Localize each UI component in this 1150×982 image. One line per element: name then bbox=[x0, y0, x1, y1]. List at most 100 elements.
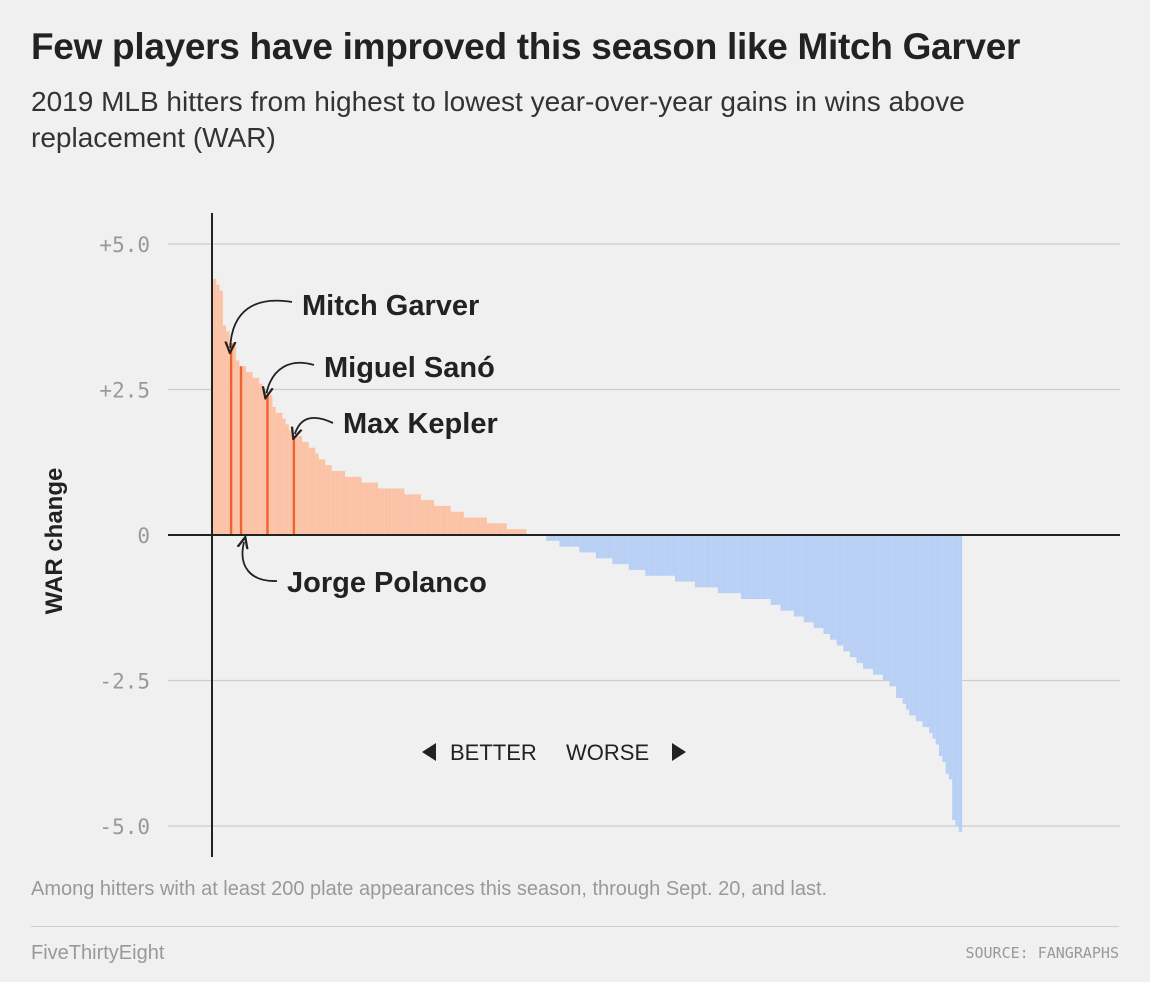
bar-worse bbox=[622, 535, 626, 565]
bar-worse bbox=[820, 535, 824, 629]
bar-worse bbox=[879, 535, 883, 675]
bar-worse bbox=[569, 535, 573, 547]
bar-worse bbox=[731, 535, 735, 594]
worse-label: WORSE bbox=[566, 740, 649, 765]
bar-better bbox=[219, 290, 223, 535]
bar-worse bbox=[942, 535, 946, 762]
bar-worse bbox=[615, 535, 619, 565]
bar-worse bbox=[582, 535, 586, 553]
bar-worse bbox=[856, 535, 860, 664]
bar-better bbox=[387, 488, 392, 535]
bar-better bbox=[308, 447, 312, 535]
bar-better bbox=[246, 372, 250, 535]
bar-worse bbox=[747, 535, 751, 600]
bar-worse bbox=[602, 535, 606, 559]
bar-better bbox=[384, 488, 388, 535]
bar-worse bbox=[787, 535, 791, 611]
bar-better bbox=[391, 488, 395, 535]
bar-worse bbox=[925, 535, 930, 728]
bar-better bbox=[305, 441, 309, 535]
bar-worse bbox=[919, 535, 923, 722]
bar-better bbox=[467, 517, 471, 535]
bar-worse bbox=[678, 535, 682, 582]
bar-worse bbox=[579, 535, 583, 553]
bar-worse bbox=[737, 535, 741, 594]
axes bbox=[168, 213, 1120, 857]
y-tick-label: 0 bbox=[137, 524, 150, 548]
bar-worse bbox=[701, 535, 705, 588]
bar-better bbox=[331, 470, 336, 535]
y-tick-label: +2.5 bbox=[99, 379, 150, 403]
bar-worse bbox=[708, 535, 712, 588]
left-triangle-icon bbox=[422, 743, 436, 761]
annotation-label: Jorge Polanco bbox=[287, 567, 487, 599]
bar-worse bbox=[572, 535, 576, 547]
highlight-bar bbox=[266, 395, 269, 535]
bar-better bbox=[480, 517, 484, 535]
bar-worse bbox=[929, 535, 933, 733]
bar-better bbox=[394, 488, 398, 535]
bar-better bbox=[252, 377, 256, 535]
bar-better bbox=[434, 505, 438, 535]
bar-better bbox=[411, 494, 415, 535]
bar-worse bbox=[618, 535, 623, 565]
bar-worse bbox=[625, 535, 629, 565]
better-label: BETTER bbox=[450, 740, 537, 765]
bar-worse bbox=[675, 535, 679, 582]
bar-better bbox=[378, 488, 382, 535]
bar-worse bbox=[605, 535, 609, 559]
annotation-arrow bbox=[243, 542, 278, 582]
bar-better bbox=[404, 494, 408, 535]
bar-worse bbox=[912, 535, 916, 716]
bar-worse bbox=[698, 535, 702, 588]
bar-worse bbox=[816, 535, 821, 629]
bar-better bbox=[312, 447, 316, 535]
y-tick-label: -5.0 bbox=[99, 815, 150, 839]
bar-worse bbox=[863, 535, 867, 669]
bar-worse bbox=[599, 535, 603, 559]
bar-better bbox=[473, 517, 477, 535]
bar-better bbox=[345, 476, 349, 535]
bar-worse bbox=[562, 535, 567, 547]
bar-better bbox=[493, 523, 497, 535]
bar-worse bbox=[896, 535, 900, 698]
bar-worse bbox=[849, 535, 854, 658]
bar-worse bbox=[889, 535, 893, 687]
bar-better bbox=[523, 529, 527, 535]
y-tick-label: -2.5 bbox=[99, 670, 150, 694]
bar-worse bbox=[826, 535, 831, 634]
bar-worse bbox=[846, 535, 850, 652]
bar-worse bbox=[559, 535, 563, 547]
bar-worse bbox=[651, 535, 656, 576]
bar-better bbox=[216, 284, 220, 535]
bar-better bbox=[407, 494, 411, 535]
y-axis-label: WAR change bbox=[41, 468, 68, 615]
bar-better bbox=[262, 389, 266, 535]
bar-better bbox=[503, 523, 507, 535]
bar-worse bbox=[790, 535, 794, 611]
bar-worse bbox=[869, 535, 873, 669]
bar-better bbox=[444, 505, 448, 535]
bar-worse bbox=[681, 535, 685, 582]
bar-worse bbox=[632, 535, 636, 570]
bar-worse bbox=[668, 535, 672, 576]
bar-worse bbox=[793, 535, 798, 617]
bar-worse bbox=[886, 535, 890, 681]
bar-better bbox=[318, 459, 322, 535]
bar-better bbox=[259, 383, 263, 535]
bar-worse bbox=[727, 535, 732, 594]
bar-worse bbox=[800, 535, 804, 617]
right-triangle-icon bbox=[672, 743, 686, 761]
bar-better bbox=[440, 505, 444, 535]
bar-better bbox=[437, 505, 441, 535]
bar-worse bbox=[671, 535, 675, 576]
bar-worse bbox=[764, 535, 768, 600]
bar-worse bbox=[797, 535, 801, 617]
bar-worse bbox=[665, 535, 669, 576]
bar-worse bbox=[546, 535, 550, 541]
bar-better bbox=[351, 476, 355, 535]
bar-better bbox=[288, 430, 293, 535]
bar-worse bbox=[628, 535, 633, 570]
bar-worse bbox=[592, 535, 596, 553]
bar-worse bbox=[958, 535, 963, 832]
